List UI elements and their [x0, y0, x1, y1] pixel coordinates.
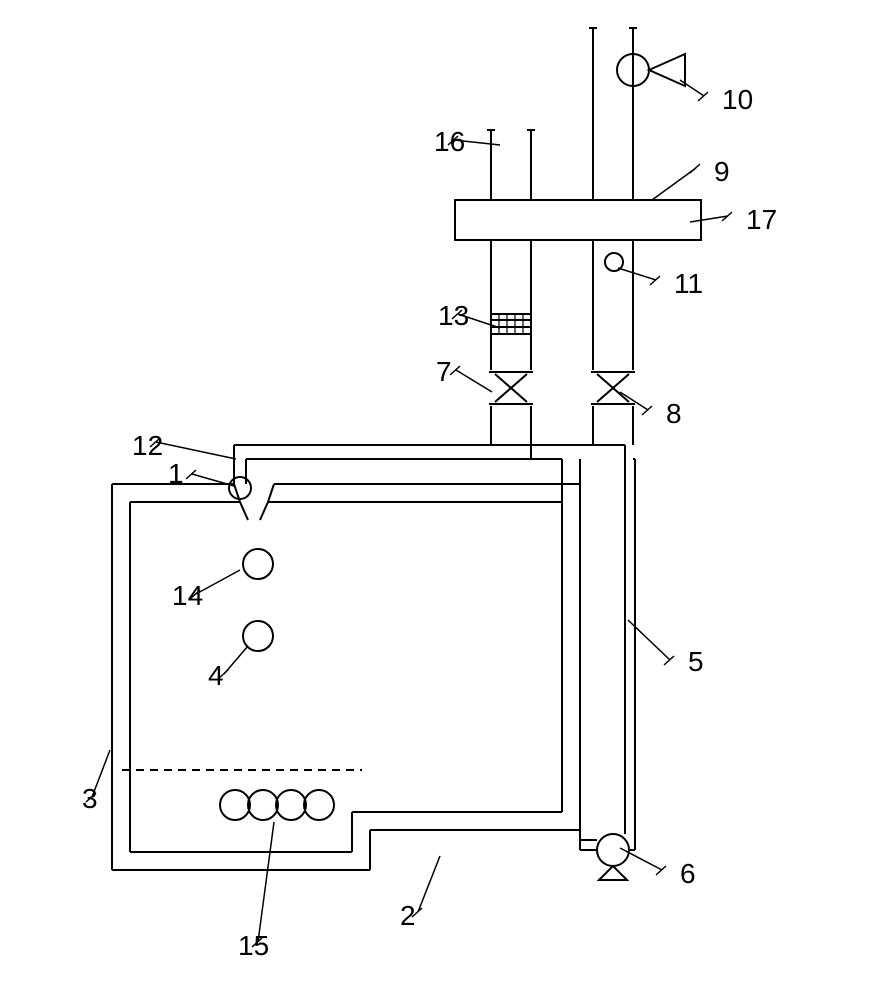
- callout-14: 14: [172, 580, 203, 612]
- callout-15: 15: [238, 930, 269, 962]
- callout-13: 13: [438, 300, 469, 332]
- callout-10: 10: [722, 84, 753, 116]
- callout-5: 5: [688, 646, 704, 678]
- callout-1: 1: [168, 458, 184, 490]
- callout-11: 11: [674, 268, 703, 300]
- callout-2: 2: [400, 900, 416, 932]
- callout-3: 3: [82, 783, 98, 815]
- callout-16: 16: [434, 126, 465, 158]
- callout-7: 7: [436, 356, 452, 388]
- callout-17: 17: [746, 204, 777, 236]
- callout-9: 9: [714, 156, 730, 188]
- callout-8: 8: [666, 398, 682, 430]
- callout-6: 6: [680, 858, 696, 890]
- callout-12: 12: [132, 430, 163, 462]
- callout-4: 4: [208, 660, 224, 692]
